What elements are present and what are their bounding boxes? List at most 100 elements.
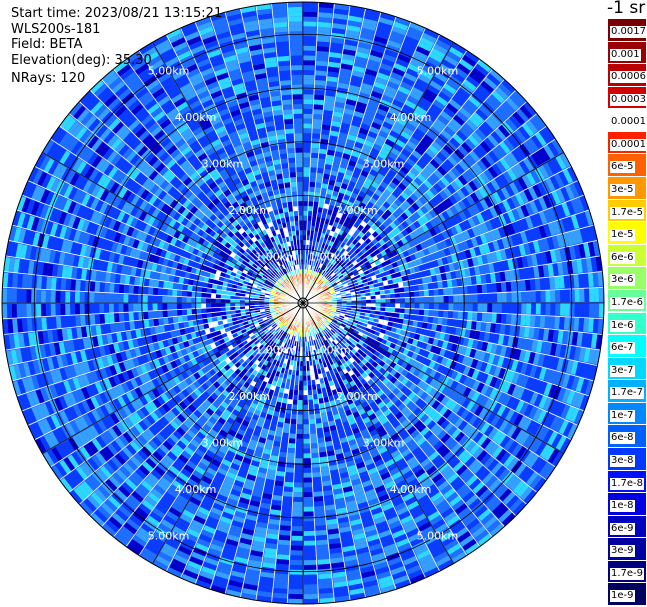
range-gate	[353, 60, 367, 69]
range-gate	[372, 117, 384, 126]
range-gate	[325, 255, 330, 261]
range-gate	[411, 132, 423, 142]
range-gate	[352, 187, 360, 195]
range-gate	[357, 244, 365, 251]
range-gate	[358, 238, 365, 245]
range-gate	[492, 191, 502, 204]
range-gate	[443, 173, 454, 184]
range-gate	[354, 141, 364, 149]
range-gate	[313, 318, 318, 324]
range-gate	[312, 476, 322, 483]
range-gate	[520, 388, 530, 401]
range-gate	[428, 126, 440, 137]
range-gate	[309, 167, 317, 173]
range-gate	[291, 540, 303, 546]
range-gate	[426, 465, 438, 476]
range-gate	[421, 342, 428, 350]
range-gate	[352, 146, 362, 154]
range-gate	[478, 331, 486, 341]
range-gate	[409, 22, 425, 32]
range-gate	[350, 334, 356, 340]
range-gate	[492, 445, 504, 459]
range-gate	[440, 484, 453, 495]
range-gate	[299, 361, 303, 367]
range-gate	[316, 50, 329, 57]
range-gate	[431, 400, 441, 410]
range-gate	[389, 288, 395, 294]
range-gate	[328, 359, 334, 365]
range-gate	[315, 317, 320, 322]
range-gate	[374, 409, 383, 417]
range-gate	[535, 290, 541, 303]
range-gate	[283, 427, 290, 434]
range-gate	[512, 111, 525, 125]
range-gate	[583, 347, 591, 363]
range-gate	[478, 350, 486, 361]
range-gate	[324, 328, 329, 334]
range-gate	[303, 60, 315, 66]
range-gate	[493, 333, 500, 344]
range-gate	[477, 84, 491, 97]
range-gate	[303, 79, 314, 85]
range-gate	[376, 463, 387, 472]
range-gate	[341, 281, 348, 286]
range-gate	[496, 238, 505, 250]
range-gate	[303, 74, 315, 80]
range-gate	[538, 128, 551, 144]
range-gate	[516, 483, 530, 498]
range-gate	[490, 322, 497, 333]
range-gate	[451, 94, 465, 107]
range-gate	[497, 260, 505, 272]
range-gate	[318, 321, 323, 326]
range-gate	[334, 313, 340, 317]
range-gate	[573, 244, 581, 259]
range-gate	[395, 457, 407, 467]
range-gate	[449, 457, 461, 469]
range-gate	[381, 433, 391, 442]
range-gate	[343, 355, 349, 362]
range-gate	[330, 272, 336, 277]
range-gate	[430, 172, 440, 183]
range-gate	[310, 438, 318, 444]
range-gate	[286, 457, 295, 463]
range-gate	[337, 251, 343, 258]
range-gate	[316, 544, 329, 551]
range-gate	[499, 141, 511, 154]
range-gate	[442, 186, 452, 197]
range-gate	[420, 457, 432, 468]
range-gate	[393, 453, 404, 463]
range-gate	[418, 348, 426, 356]
range-gate	[334, 350, 341, 356]
range-gate	[422, 247, 430, 256]
range-gate	[400, 191, 409, 200]
range-gate	[382, 476, 394, 485]
range-gate	[472, 303, 478, 312]
range-gate	[474, 189, 484, 201]
range-gate	[423, 416, 433, 427]
range-gate	[524, 229, 533, 242]
range-gate	[312, 235, 317, 242]
range-gate	[552, 329, 559, 343]
range-gate	[570, 214, 580, 230]
range-gate	[545, 290, 551, 303]
range-gate	[534, 131, 547, 147]
range-gate	[347, 281, 353, 286]
range-gate	[425, 189, 435, 199]
range-gate	[303, 16, 317, 22]
range-gate	[337, 335, 343, 341]
range-gate	[312, 123, 322, 130]
range-gate	[494, 271, 501, 282]
range-gate	[320, 269, 324, 275]
range-gate	[397, 112, 410, 122]
range-gate	[330, 236, 336, 243]
range-gate	[303, 550, 317, 556]
ppi-plot: 1.00km1.00km1.00km1.00km2.00km2.00km2.00…	[1, 1, 605, 605]
range-gate	[310, 265, 313, 271]
range-gate	[408, 214, 417, 223]
range-gate	[303, 235, 307, 240]
range-gate	[514, 162, 526, 176]
range-gate	[411, 394, 420, 404]
range-gate	[429, 303, 435, 310]
range-gate	[525, 376, 534, 390]
range-gate	[355, 136, 365, 145]
